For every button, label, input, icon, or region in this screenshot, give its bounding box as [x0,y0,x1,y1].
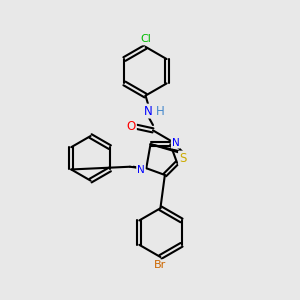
Text: H: H [155,105,164,118]
Text: Cl: Cl [140,34,151,44]
Text: N: N [144,105,153,118]
Text: O: O [127,120,136,133]
Text: N: N [172,138,179,148]
Text: S: S [179,152,186,164]
Text: Br: Br [154,260,167,270]
Text: N: N [137,165,145,175]
